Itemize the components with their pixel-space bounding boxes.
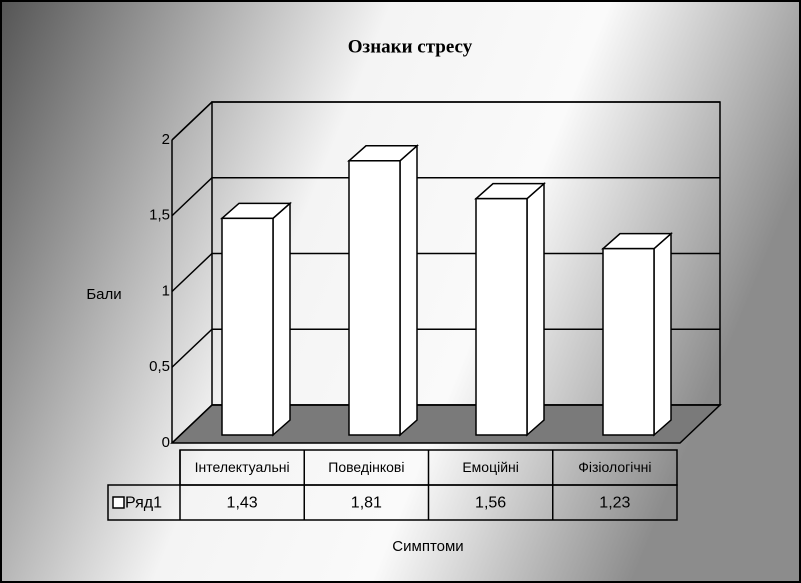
y-tick-label: 1,5 xyxy=(149,207,170,224)
bar-side xyxy=(399,144,418,437)
x-tick-label: Поведінкові xyxy=(328,459,404,475)
chart-title: Ознаки стресу xyxy=(348,36,473,57)
grid-line xyxy=(171,404,720,444)
x-tick-label: Емоційні xyxy=(462,459,519,475)
bar-side xyxy=(526,181,545,437)
x-axis-label: Симптоми xyxy=(392,538,463,555)
y-tick-label: 0 xyxy=(162,434,170,451)
data-table-row xyxy=(107,484,678,521)
grid-line xyxy=(171,101,720,141)
grid-line xyxy=(171,177,720,217)
value-label: 1,23 xyxy=(599,495,630,512)
y-axis-label: Бали xyxy=(86,286,121,303)
bar xyxy=(602,247,655,436)
x-tick-label: Фізіологічні xyxy=(578,459,651,475)
legend-label: Ряд1 xyxy=(125,495,162,512)
bar xyxy=(221,217,274,436)
y-tick-label: 1 xyxy=(162,282,170,299)
grid-line xyxy=(171,328,720,368)
bar-side xyxy=(272,201,291,437)
grid-line xyxy=(171,252,720,293)
value-label: 1,43 xyxy=(227,495,258,512)
bar xyxy=(348,160,401,436)
value-label: 1,81 xyxy=(351,495,382,512)
value-label: 1,56 xyxy=(475,495,506,512)
bar-side xyxy=(653,231,672,437)
legend-key xyxy=(112,496,125,509)
y-tick-label: 2 xyxy=(162,131,170,148)
x-tick-label: Інтелектуальні xyxy=(195,459,290,475)
bar xyxy=(475,197,528,436)
y-tick-label: 0,5 xyxy=(149,358,170,375)
